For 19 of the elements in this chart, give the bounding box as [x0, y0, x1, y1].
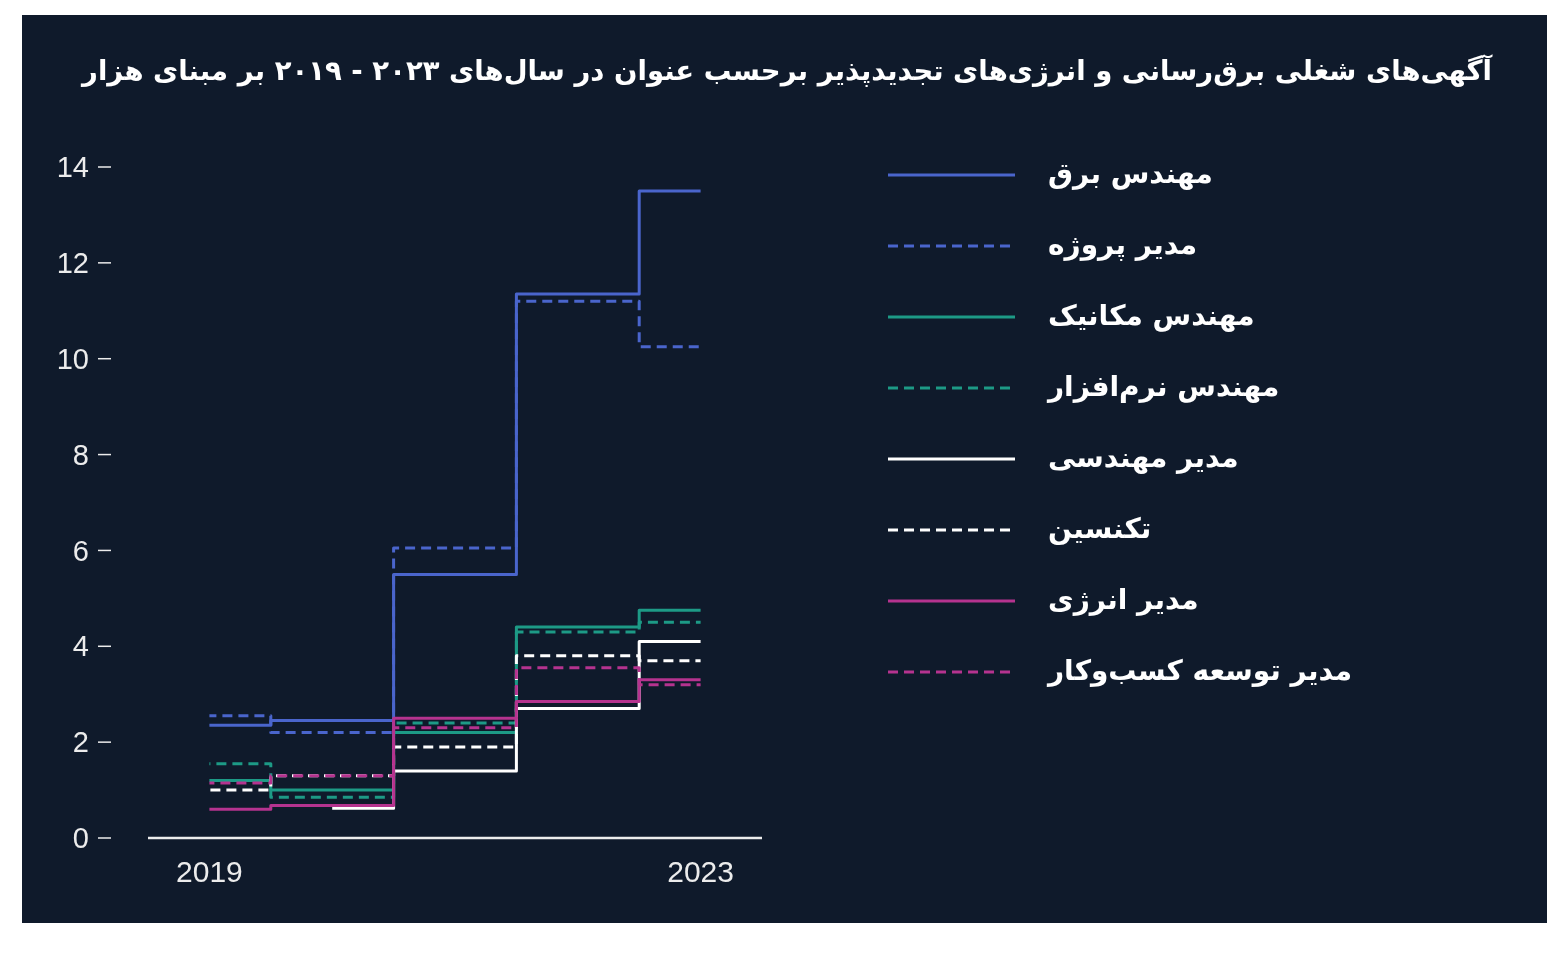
legend-label: مدیر مهندسی: [1048, 441, 1239, 475]
legend-label: مدیر توسعه کسب‌وکار: [1046, 654, 1353, 688]
y-tick-label: 6: [72, 534, 89, 567]
legend-label: مهندس نرم‌افزار: [1046, 370, 1280, 404]
x-tick-label: 2023: [667, 855, 734, 888]
legend-label: تکنسین: [1048, 512, 1152, 546]
legend-label: مهندس برق: [1048, 157, 1213, 191]
chart-title: آگهی‌های شغلی برق‌رسانی و انرژی‌های تجدیدپذیر برحسب عنوان در سال‌های ۲۰۲۳ - ۲۰۱۹ بر مبنای هزار: [80, 54, 1493, 87]
y-tick-label: 10: [56, 342, 89, 375]
y-tick-label: 12: [56, 247, 89, 280]
y-tick-label: 14: [56, 151, 89, 184]
y-tick-label: 0: [72, 822, 89, 855]
y-tick-label: 8: [72, 438, 89, 471]
legend-label: مهندس مکانیک: [1048, 299, 1255, 333]
y-tick-label: 4: [72, 630, 89, 663]
y-tick-label: 2: [72, 726, 89, 759]
legend-label: مدیر پروژه: [1048, 228, 1198, 262]
legend-label: مدیر انرژی: [1048, 583, 1199, 617]
x-tick-label: 2019: [176, 855, 243, 888]
